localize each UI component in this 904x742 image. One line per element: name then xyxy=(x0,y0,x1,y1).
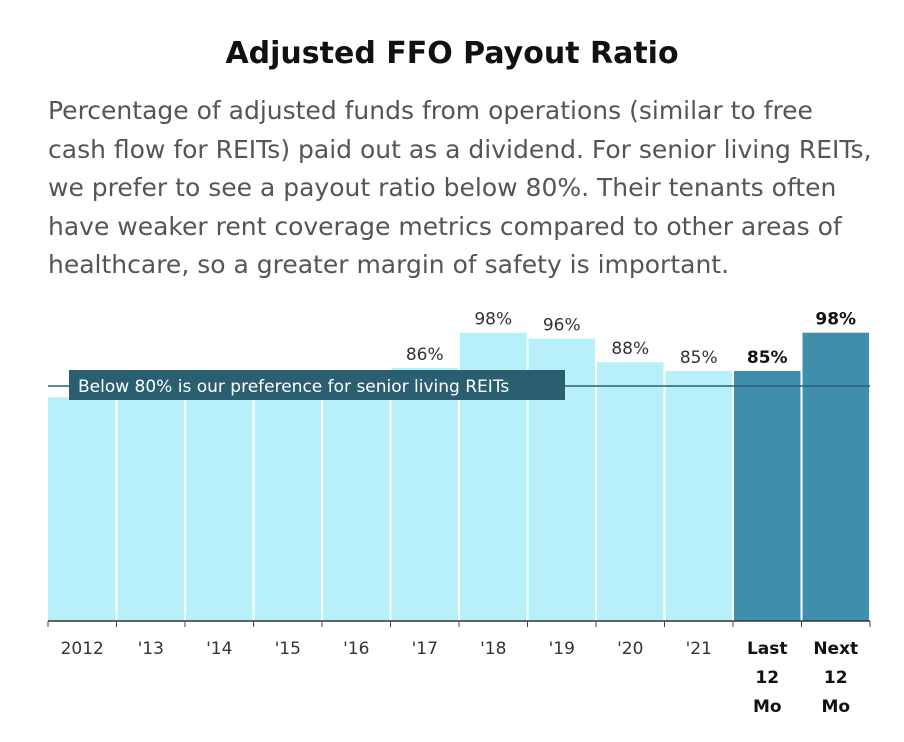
tick-label-0: 2012 xyxy=(61,639,104,659)
bar-3 xyxy=(254,391,321,621)
reference-group: Below 80% is our preference for senior l… xyxy=(48,370,870,400)
value-label-5: 86% xyxy=(406,345,444,365)
value-label-6: 98% xyxy=(474,310,512,330)
bar-2 xyxy=(186,391,253,621)
value-label-10: 85% xyxy=(747,348,788,368)
tick-label-3: '15 xyxy=(275,639,301,659)
tick-label-2: '14 xyxy=(206,639,232,659)
value-labels-group: 86% 98% 96% 88% 85% 85% 98% xyxy=(406,310,856,368)
tick-label-10-1: 12 xyxy=(755,668,779,688)
tick-label-10-2: Mo xyxy=(753,697,782,717)
bar-0 xyxy=(48,397,116,621)
tick-label-6: '18 xyxy=(480,639,506,659)
bar-1 xyxy=(117,391,184,621)
value-label-8: 88% xyxy=(611,339,649,359)
tick-label-11-2: Mo xyxy=(821,697,850,717)
tick-label-11-0: Next xyxy=(813,639,858,659)
value-label-9: 85% xyxy=(680,348,718,368)
bar-11 xyxy=(802,332,869,621)
bar-10 xyxy=(734,370,801,621)
tick-label-9: '21 xyxy=(686,639,712,659)
bar-5 xyxy=(391,368,458,621)
tick-label-10-0: Last xyxy=(747,639,788,659)
tick-label-11-1: 12 xyxy=(824,668,848,688)
tick-label-5: '17 xyxy=(412,639,438,659)
chart-title: Adjusted FFO Payout Ratio xyxy=(225,36,679,71)
value-label-11: 98% xyxy=(815,310,856,330)
tick-label-1: '13 xyxy=(138,639,164,659)
x-ticks-group: 2012 '13 '14 '15 '16 '17 '18 '19 '20 '21 Last 12 Mo N… xyxy=(47,621,871,717)
bars-group xyxy=(48,332,869,621)
bar-8 xyxy=(597,362,664,621)
bar-4 xyxy=(323,391,390,621)
reference-label: Below 80% is our preference for senior l… xyxy=(78,377,509,397)
value-label-7: 96% xyxy=(543,316,581,336)
bar-9 xyxy=(665,370,732,621)
tick-label-4: '16 xyxy=(343,639,369,659)
chart-subtitle: Percentage of adjusted funds from operat… xyxy=(48,96,872,279)
tick-label-8: '20 xyxy=(617,639,643,659)
reference-label-bg xyxy=(69,370,565,400)
tick-label-7: '19 xyxy=(549,639,575,659)
